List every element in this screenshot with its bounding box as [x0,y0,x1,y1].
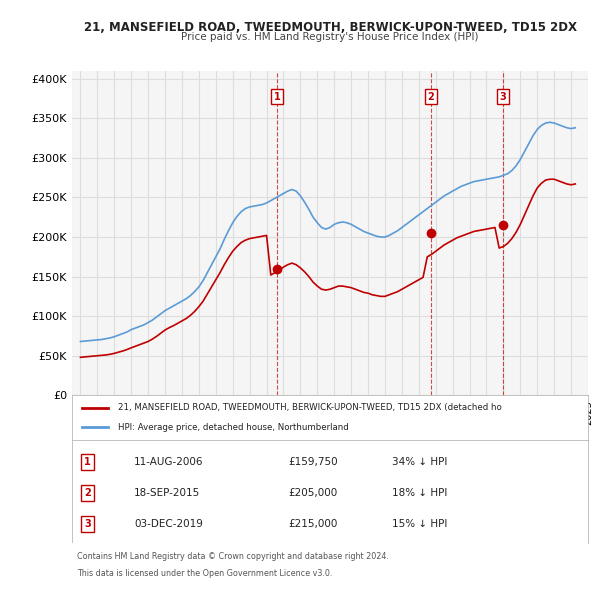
Text: £159,750: £159,750 [289,457,338,467]
Text: 18-SEP-2015: 18-SEP-2015 [134,489,200,498]
Text: Price paid vs. HM Land Registry's House Price Index (HPI): Price paid vs. HM Land Registry's House … [181,32,479,42]
Text: 34% ↓ HPI: 34% ↓ HPI [392,457,447,467]
Text: HPI: Average price, detached house, Northumberland: HPI: Average price, detached house, Nort… [118,422,349,432]
Text: 11-AUG-2006: 11-AUG-2006 [134,457,203,467]
Text: Contains HM Land Registry data © Crown copyright and database right 2024.: Contains HM Land Registry data © Crown c… [77,552,389,560]
Text: 21, MANSEFIELD ROAD, TWEEDMOUTH, BERWICK-UPON-TWEED, TD15 2DX: 21, MANSEFIELD ROAD, TWEEDMOUTH, BERWICK… [83,21,577,34]
Text: 2: 2 [84,489,91,498]
Text: This data is licensed under the Open Government Licence v3.0.: This data is licensed under the Open Gov… [77,569,332,578]
Text: 21, MANSEFIELD ROAD, TWEEDMOUTH, BERWICK-UPON-TWEED, TD15 2DX (detached ho: 21, MANSEFIELD ROAD, TWEEDMOUTH, BERWICK… [118,403,502,412]
Text: 1: 1 [274,92,281,101]
Text: 03-DEC-2019: 03-DEC-2019 [134,519,203,529]
Text: 1: 1 [84,457,91,467]
Text: 15% ↓ HPI: 15% ↓ HPI [392,519,447,529]
Text: 3: 3 [84,519,91,529]
Text: £205,000: £205,000 [289,489,338,498]
Text: 18% ↓ HPI: 18% ↓ HPI [392,489,447,498]
Text: 3: 3 [499,92,506,101]
Text: £215,000: £215,000 [289,519,338,529]
Text: 2: 2 [427,92,434,101]
